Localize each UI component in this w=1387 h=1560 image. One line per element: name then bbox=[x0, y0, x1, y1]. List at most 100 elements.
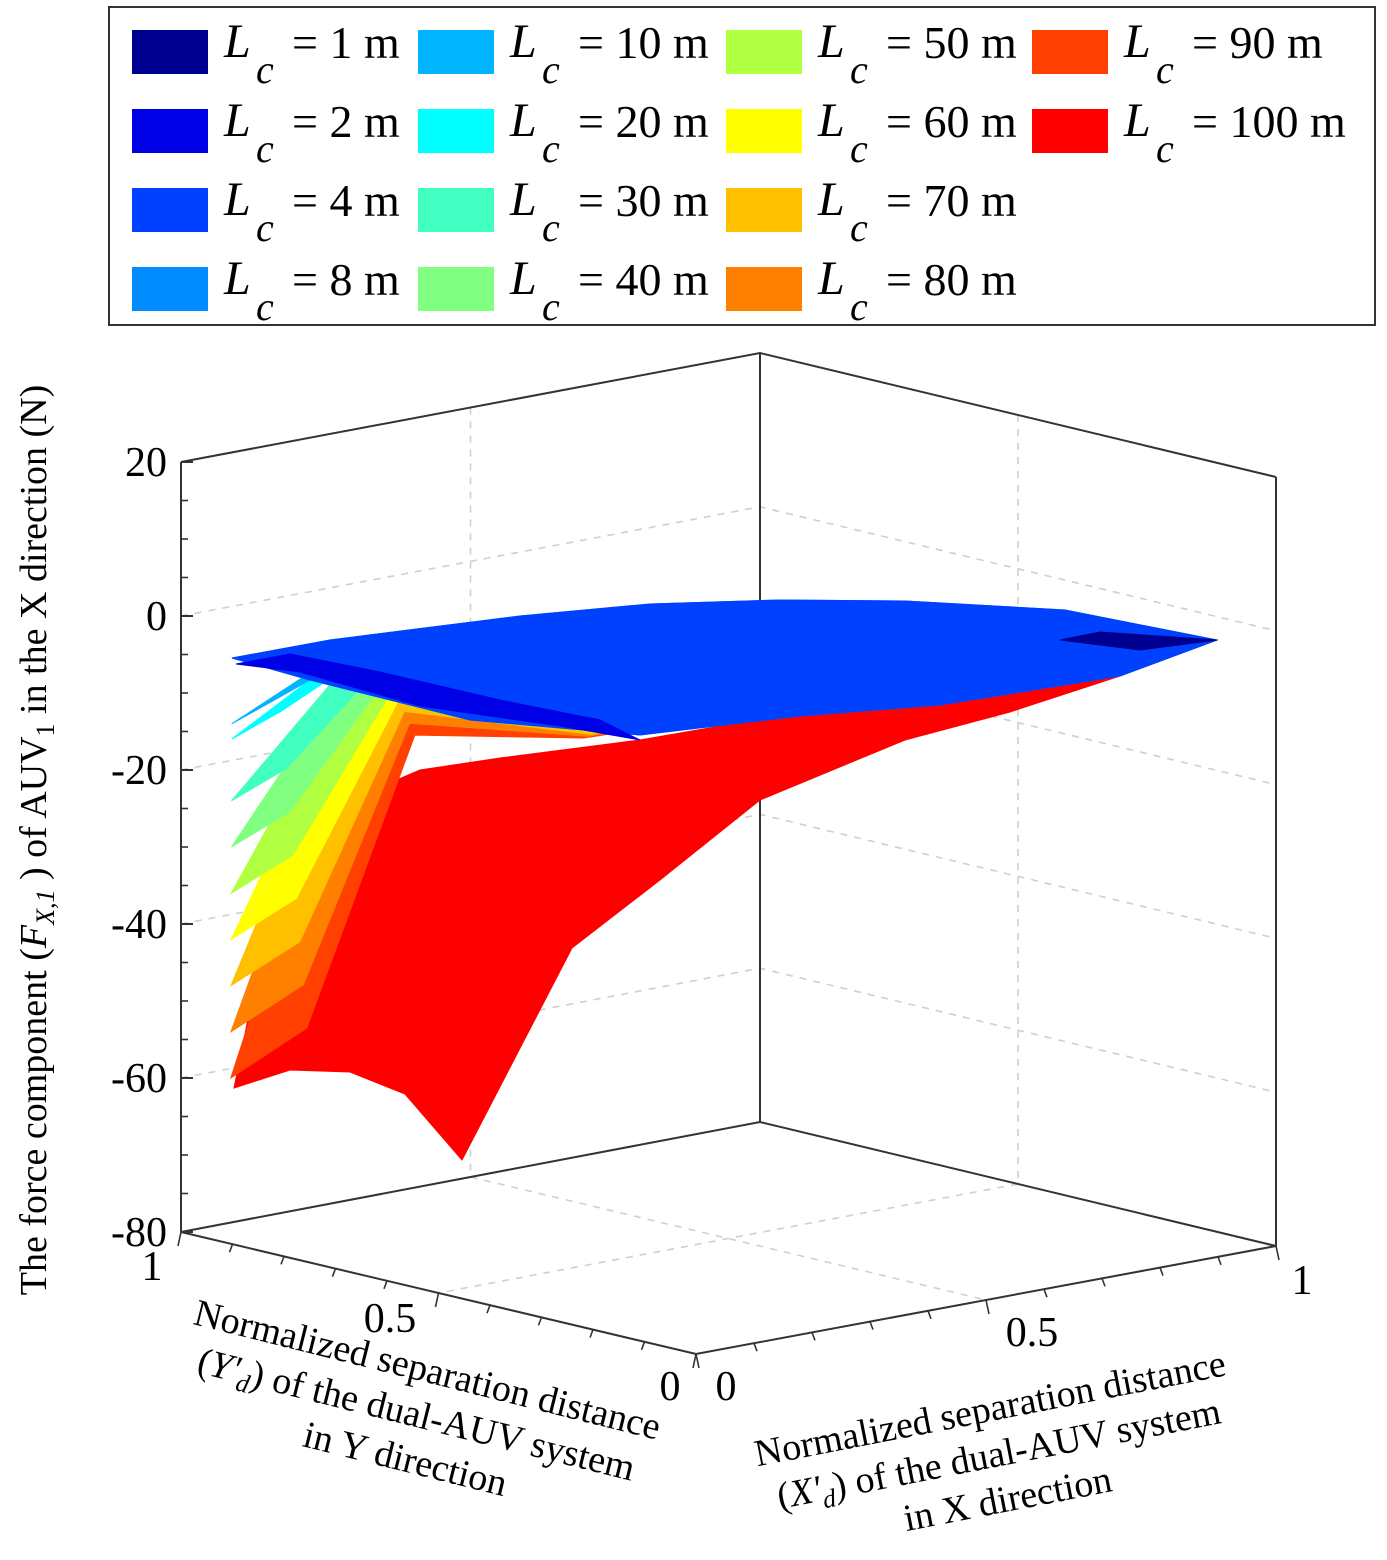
legend-subscript: c bbox=[850, 284, 868, 329]
legend-symbol: L bbox=[818, 173, 845, 226]
grid-line bbox=[180, 352, 1277, 478]
surface-Lc-1 bbox=[1059, 631, 1218, 651]
grid-line bbox=[438, 1183, 1019, 1294]
legend-subscript: c bbox=[850, 126, 868, 171]
y-tick bbox=[434, 1292, 440, 1308]
legend-subscript: c bbox=[542, 126, 560, 171]
legend-subscript: c bbox=[542, 47, 560, 92]
x-tick bbox=[1043, 1288, 1048, 1298]
legend-swatch bbox=[726, 109, 802, 153]
legend-label: = 100 m bbox=[1192, 96, 1346, 147]
legend-label: = 40 m bbox=[578, 254, 709, 305]
legend-swatch bbox=[418, 188, 494, 232]
legend-swatch bbox=[418, 30, 494, 74]
y-tick bbox=[383, 1280, 388, 1290]
x-tick bbox=[927, 1310, 932, 1320]
z-axis-label: The force component (FX,1 ) of AUV1 in t… bbox=[13, 385, 60, 1296]
legend-swatch bbox=[1032, 30, 1108, 74]
y-tick bbox=[589, 1329, 594, 1338]
legend-label: = 90 m bbox=[1192, 17, 1323, 68]
legend-label: = 4 m bbox=[292, 175, 400, 226]
x-tick-label: 0.5 bbox=[1006, 1310, 1059, 1356]
legend-symbol: L bbox=[224, 15, 251, 68]
legend-swatch bbox=[726, 30, 802, 74]
legend-swatch bbox=[132, 109, 208, 153]
grid-line bbox=[470, 1176, 987, 1301]
y-tick bbox=[486, 1304, 491, 1314]
y-tick-label: 1 bbox=[142, 1244, 163, 1290]
legend-symbol: L bbox=[818, 94, 845, 147]
x-tick bbox=[695, 1353, 700, 1369]
y-tick bbox=[331, 1268, 337, 1277]
y-tick bbox=[280, 1256, 285, 1265]
legend-label: = 70 m bbox=[886, 175, 1017, 226]
legend-label: = 80 m bbox=[886, 254, 1017, 305]
y-tick bbox=[692, 1353, 697, 1369]
legend-label: = 2 m bbox=[292, 96, 400, 147]
x-tick bbox=[811, 1332, 816, 1341]
x-tick bbox=[753, 1342, 758, 1352]
legend-subscript: c bbox=[1156, 47, 1174, 92]
legend-subscript: c bbox=[542, 205, 560, 250]
y-tick bbox=[228, 1243, 234, 1253]
legend-swatch bbox=[132, 267, 208, 311]
legend-symbol: L bbox=[1124, 15, 1151, 68]
legend-swatch bbox=[132, 30, 208, 74]
legend-subscript: c bbox=[256, 126, 274, 171]
legend-swatch bbox=[1032, 109, 1108, 153]
legend-label: = 10 m bbox=[578, 17, 709, 68]
legend-symbol: L bbox=[224, 94, 251, 147]
legend-label: = 60 m bbox=[886, 96, 1017, 147]
x-tick bbox=[1101, 1278, 1106, 1287]
legend-symbol: L bbox=[510, 94, 537, 147]
x-tick bbox=[869, 1321, 874, 1330]
x-tick bbox=[985, 1299, 990, 1315]
legend-symbol: L bbox=[818, 252, 845, 305]
legend-label: = 30 m bbox=[578, 175, 709, 226]
z-tick-label: -60 bbox=[111, 1056, 167, 1102]
legend-label: = 1 m bbox=[292, 17, 400, 68]
z-tick-label: 20 bbox=[125, 440, 167, 486]
legend-symbol: L bbox=[818, 15, 845, 68]
legend-symbol: L bbox=[224, 173, 251, 226]
z-tick-label: -40 bbox=[111, 902, 167, 948]
y-tick bbox=[640, 1341, 646, 1351]
z-tick-label: -80 bbox=[111, 1210, 167, 1256]
z-tick-label: 0 bbox=[146, 594, 167, 640]
y-tick bbox=[177, 1231, 182, 1247]
surface-layer bbox=[229, 599, 1219, 1161]
x-tick-label: 1 bbox=[1292, 1258, 1313, 1304]
x-tick bbox=[1159, 1267, 1164, 1276]
z-tick-label: -20 bbox=[111, 748, 167, 794]
x-axis-label: Normalized separation distance (X'd) of … bbox=[751, 1343, 1229, 1540]
y-tick bbox=[537, 1317, 543, 1326]
legend-swatch bbox=[726, 188, 802, 232]
top-edge bbox=[180, 351, 1277, 478]
legend-subscript: c bbox=[850, 47, 868, 92]
legend-label: = 50 m bbox=[886, 17, 1017, 68]
y-tick-label: 0 bbox=[660, 1364, 681, 1410]
legend-subscript: c bbox=[256, 205, 274, 250]
legend-subscript: c bbox=[1156, 126, 1174, 171]
legend-subscript: c bbox=[850, 205, 868, 250]
legend-symbol: L bbox=[224, 252, 251, 305]
y-tick-label: 0.5 bbox=[364, 1296, 417, 1342]
legend-symbol: L bbox=[510, 15, 537, 68]
legend-symbol: L bbox=[510, 173, 537, 226]
x-tick-label: 0 bbox=[716, 1364, 737, 1410]
floor-back-edge bbox=[180, 1120, 1277, 1247]
legend-label: = 20 m bbox=[578, 96, 709, 147]
legend-subscript: c bbox=[542, 284, 560, 329]
legend-subscript: c bbox=[256, 284, 274, 329]
legend-symbol: L bbox=[510, 252, 537, 305]
surface-Lc-2 bbox=[235, 653, 641, 741]
legend-swatch bbox=[132, 188, 208, 232]
legend-swatch bbox=[726, 267, 802, 311]
legend-swatch bbox=[418, 109, 494, 153]
x-tick bbox=[1217, 1256, 1222, 1266]
legend-swatch bbox=[418, 267, 494, 311]
legend-subscript: c bbox=[256, 47, 274, 92]
